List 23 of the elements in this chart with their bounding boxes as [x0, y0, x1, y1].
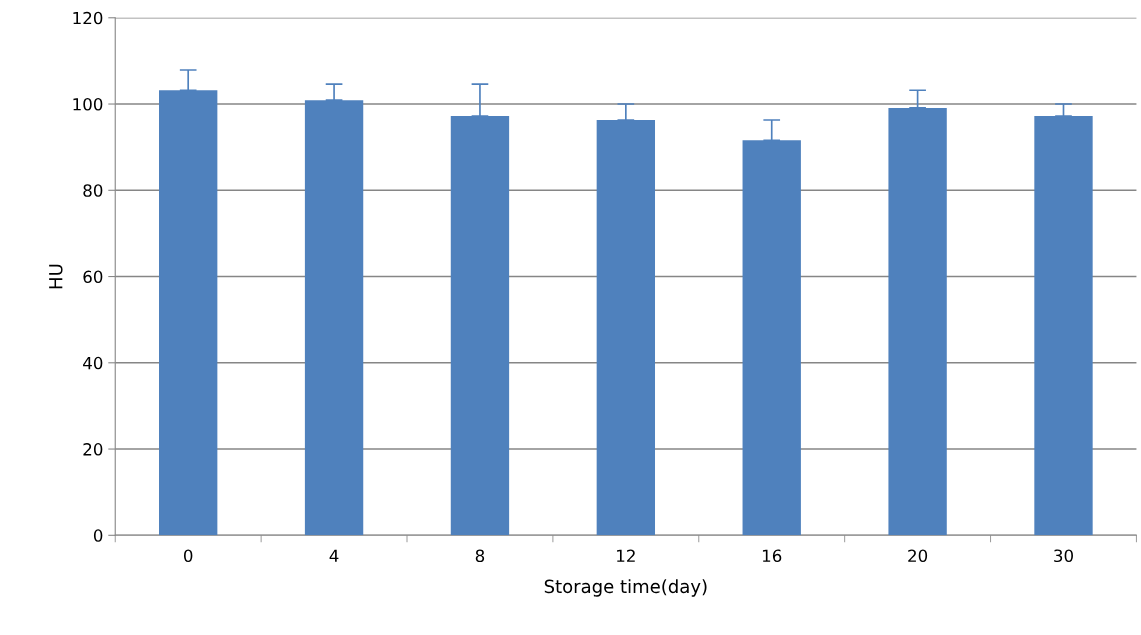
x-tick-label: 8	[475, 549, 485, 563]
x-tick-label: 12	[617, 549, 635, 562]
x-axis-title: Storage time(day)	[544, 579, 707, 597]
bar	[450, 116, 510, 536]
x-tick-label: 20	[908, 549, 928, 563]
bar	[596, 119, 656, 536]
y-axis-title: HU	[49, 264, 63, 289]
bar	[888, 107, 947, 536]
x-tick-label: 4	[329, 549, 339, 562]
x-tick-label: 16	[762, 549, 782, 563]
bar	[742, 140, 801, 536]
bar	[159, 90, 218, 536]
y-tick-label: 20	[83, 443, 103, 456]
y-tick-label: 0	[93, 529, 103, 542]
x-tick-label: 0	[183, 549, 193, 563]
x-tick-label: 30	[1054, 549, 1073, 563]
y-tick-label: 60	[83, 270, 103, 284]
y-tick-label: 80	[83, 184, 103, 197]
y-tick-label: 40	[83, 356, 103, 370]
y-tick-label: 100	[73, 98, 103, 111]
bar	[304, 100, 364, 536]
y-tick-label: 120	[73, 11, 103, 25]
bar	[1034, 116, 1093, 536]
